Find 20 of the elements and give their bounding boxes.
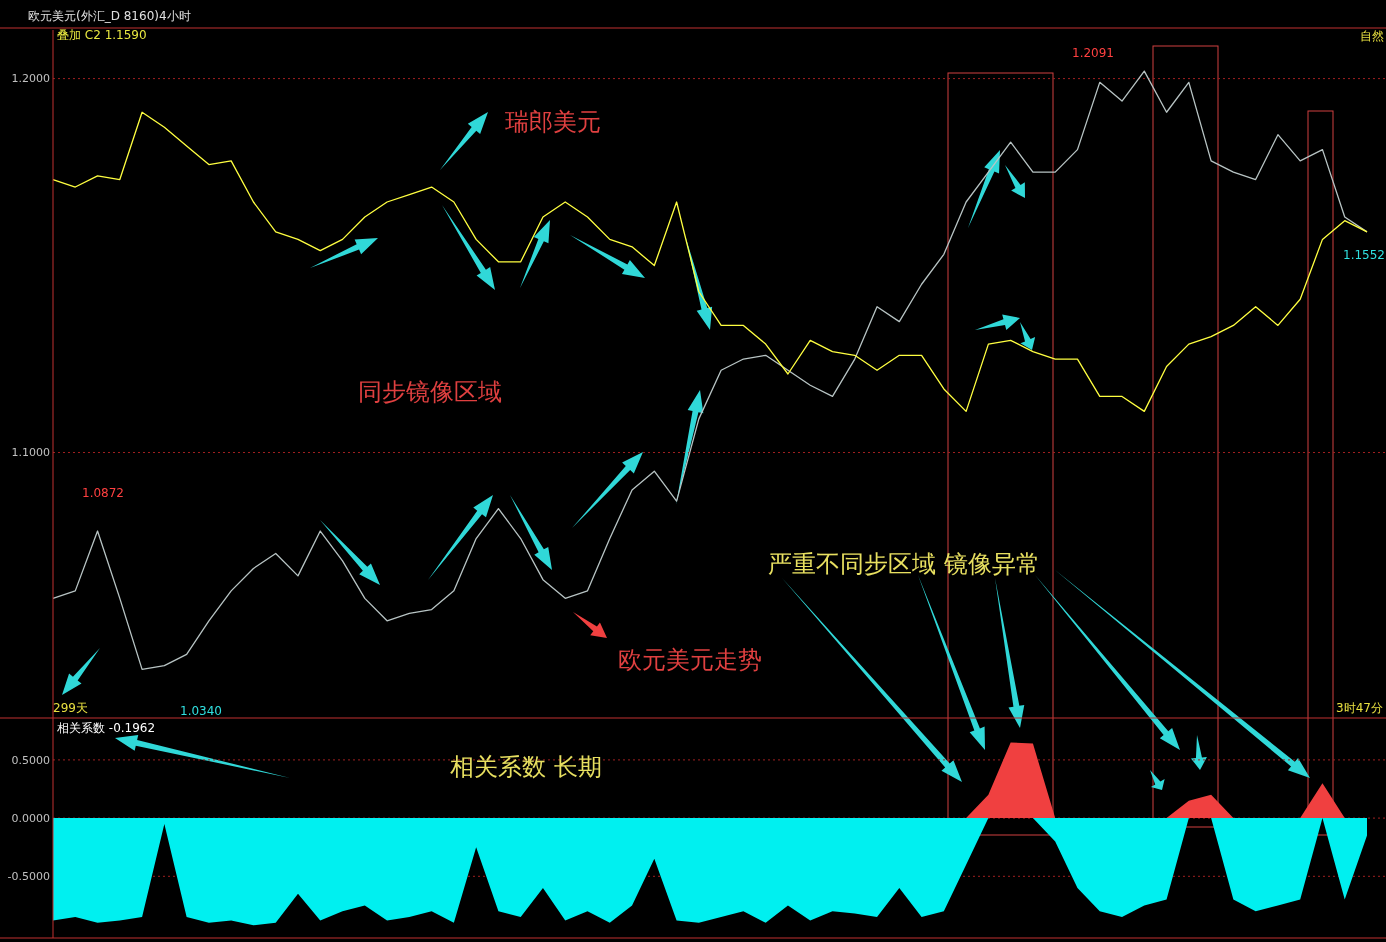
annotation: 1.1552 — [1343, 248, 1385, 262]
y-tick-label: 0.5000 — [11, 753, 50, 767]
annotation: 299天 — [53, 701, 88, 715]
annotation: 1.0872 — [82, 486, 124, 500]
annotation: 自然 — [1360, 29, 1384, 43]
chart-title: 欧元美元(外汇_D 8160)4小时 — [28, 9, 191, 23]
annotation: 1.2091 — [1072, 46, 1114, 60]
annotation: 同步镜像区域 — [358, 378, 502, 406]
y-tick-label: 0.0000 — [11, 811, 50, 825]
y-tick-label: 1.1000 — [11, 446, 50, 460]
annotation: 瑞郎美元 — [505, 108, 601, 136]
annotation: 相关系数 长期 — [450, 753, 602, 781]
annotation: 叠加 C2 1.1590 — [57, 28, 147, 42]
y-tick-label: 1.2000 — [11, 72, 50, 86]
annotation: 相关系数 -0.1962 — [57, 721, 156, 735]
y-tick-label: -0.5000 — [7, 870, 50, 884]
annotation: 欧元美元走势 — [618, 646, 762, 674]
annotation: 严重不同步区域 镜像异常 — [768, 550, 1040, 578]
annotation: 3时47分 — [1336, 701, 1383, 715]
annotation: 1.0340 — [180, 704, 222, 718]
